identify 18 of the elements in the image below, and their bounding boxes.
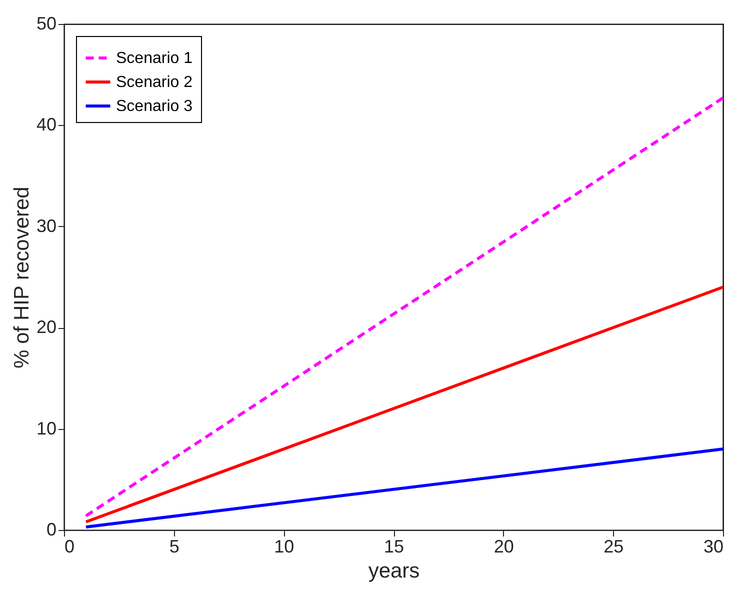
x-tick-label: 25: [604, 536, 624, 556]
x-tick-label: 0: [64, 536, 75, 556]
x-axis-title: years: [368, 560, 420, 582]
y-tick-label: 10: [36, 418, 56, 438]
legend-label: Scenario 1: [116, 50, 193, 67]
x-tick-label: 10: [274, 536, 294, 556]
y-axis-title: % of HIP recovered: [10, 186, 34, 368]
y-tick-label: 40: [36, 114, 56, 135]
y-tick-label: 0: [46, 520, 56, 540]
legend-label: Scenario 3: [116, 98, 193, 115]
y-tick-label: 30: [36, 216, 56, 236]
y-tick-label: 50: [36, 14, 56, 34]
x-tick-label: 20: [494, 536, 514, 556]
y-tick-label: 20: [36, 317, 56, 338]
x-tick-label: 5: [169, 536, 180, 556]
x-tick-label: 30: [703, 536, 724, 556]
x-tick-label: 15: [384, 536, 404, 556]
legend-label: Scenario 2: [116, 74, 193, 91]
